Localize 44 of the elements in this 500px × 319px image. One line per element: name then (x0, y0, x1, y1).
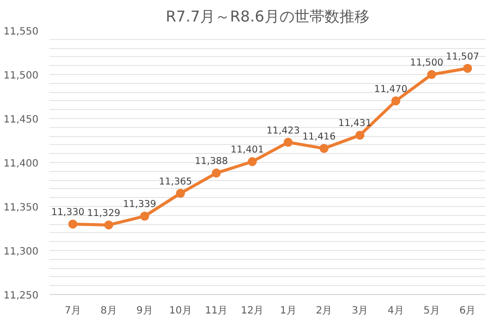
x-tick-label: 6月 (459, 306, 476, 316)
point (284, 138, 293, 147)
x-tick-label: 10月 (169, 306, 192, 316)
x-tick-label: 11月 (205, 306, 228, 316)
y-tick-label: 11,500 (4, 70, 39, 82)
x-tick-label: 5月 (423, 306, 440, 316)
point (463, 64, 472, 73)
point (68, 220, 78, 229)
x-tick-label: 9月 (136, 306, 153, 316)
data-label: 11,500 (410, 58, 444, 68)
data-label: 11,388 (194, 156, 228, 168)
x-tick-label: 4月 (388, 306, 404, 316)
point (391, 96, 400, 106)
x-tick-label: 8月 (100, 306, 117, 316)
x-tick-label: 12月 (240, 306, 264, 316)
y-tick-label: 11,450 (4, 114, 39, 126)
point (320, 144, 329, 153)
y-tick-label: 11,550 (4, 26, 39, 38)
point (355, 130, 364, 140)
data-label: 11,330 (51, 207, 84, 218)
point (140, 212, 150, 221)
x-tick-label: 2月 (316, 306, 332, 316)
y-tick-label: 11,250 (4, 290, 39, 302)
chart-title: R7.7月～R8.6月の世帯数推移 (166, 8, 370, 26)
data-label: 11,507 (446, 51, 480, 62)
data-label: 11,329 (87, 208, 120, 219)
data-label: 11,365 (158, 176, 192, 188)
x-tick-label: 1月 (280, 306, 296, 316)
data-label: 11,470 (374, 84, 408, 95)
data-label: 11,423 (266, 125, 300, 136)
y-tick-label: 11,300 (4, 246, 39, 258)
data-label: 11,339 (122, 199, 156, 210)
y-tick-label: 11,350 (4, 202, 39, 214)
x-tick-label: 3月 (352, 306, 368, 316)
x-tick-label: 7月 (64, 306, 82, 316)
point (104, 220, 114, 230)
y-tick-label: 11,400 (4, 158, 39, 170)
point (248, 157, 257, 166)
data-label: 11,431 (338, 118, 372, 130)
point (427, 70, 436, 79)
point (212, 168, 221, 178)
data-label: 11,416 (302, 131, 336, 142)
data-label: 11,401 (230, 144, 264, 156)
point (176, 188, 185, 198)
